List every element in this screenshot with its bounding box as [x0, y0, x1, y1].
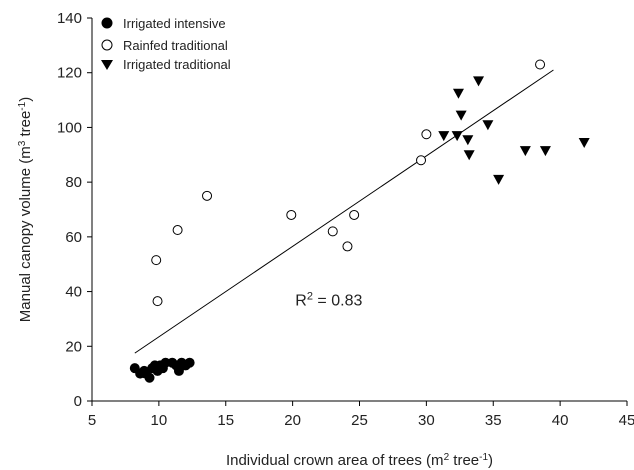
legend-item-irrigated-traditional: Irrigated traditional: [101, 57, 231, 72]
legend-label: Irrigated intensive: [123, 16, 226, 31]
x-axis-title: Individual crown area of trees (m2 tree-…: [226, 452, 493, 470]
point-rainfed-traditional: [342, 241, 353, 252]
y-tick-label: 0: [74, 393, 82, 410]
point-irrigated-intensive: [140, 368, 151, 379]
point-irrigated-traditional: [578, 137, 590, 148]
x-tick-label: 40: [552, 412, 569, 429]
y-tick-label: 80: [65, 174, 82, 191]
x-tick-label: 25: [351, 412, 368, 429]
regression-line-layer: [134, 69, 554, 354]
point-irrigated-intensive: [147, 363, 158, 374]
point-irrigated-intensive: [184, 357, 195, 368]
point-irrigated-traditional: [473, 76, 485, 87]
regression-line: [134, 69, 554, 354]
point-rainfed-traditional: [286, 209, 297, 220]
x-tick-label: 15: [217, 412, 234, 429]
x-tick-label: 10: [151, 412, 168, 429]
point-irrigated-traditional: [451, 131, 463, 142]
point-irrigated-traditional: [519, 146, 531, 157]
point-rainfed-traditional: [151, 255, 162, 266]
point-rainfed-traditional: [172, 225, 183, 236]
point-irrigated-traditional: [539, 146, 551, 157]
axes: [91, 18, 627, 402]
r-squared-annotation: R2 = 0.83: [295, 290, 362, 309]
x-tick-label: 20: [284, 412, 301, 429]
y-tick-label: 140: [57, 10, 82, 27]
point-rainfed-traditional: [202, 190, 213, 201]
legend-item-irrigated-intensive: Irrigated intensive: [101, 16, 226, 31]
legend-label: Rainfed traditional: [123, 38, 228, 53]
point-rainfed-traditional: [152, 296, 163, 307]
point-irrigated-traditional: [462, 135, 474, 146]
y-tick-label: 40: [65, 284, 82, 301]
point-irrigated-traditional: [438, 131, 450, 142]
legend-marker-triangle-down: [101, 60, 113, 70]
legend-marker-filled-circle: [101, 17, 113, 29]
y-tick-label: 60: [65, 229, 82, 246]
x-tick-label: 30: [418, 412, 435, 429]
point-rainfed-traditional: [416, 155, 427, 166]
point-irrigated-traditional: [452, 88, 464, 99]
y-axis-title: Manual canopy volume (m3 tree-1): [17, 97, 35, 322]
legend: Irrigated intensive Rainfed traditional …: [101, 16, 231, 72]
x-tick-label: 5: [88, 412, 96, 429]
point-irrigated-traditional: [455, 110, 467, 121]
point-irrigated-traditional: [463, 150, 475, 161]
y-tick-label: 120: [57, 65, 82, 82]
y-tick-label: 100: [57, 119, 82, 136]
point-rainfed-traditional: [421, 129, 432, 140]
data-points: [129, 59, 590, 383]
x-axis-ticks: 5 10 15 20 25 30 35 40 45: [88, 401, 634, 429]
point-irrigated-traditional: [493, 174, 505, 185]
x-tick-label: 35: [485, 412, 502, 429]
point-rainfed-traditional: [535, 59, 546, 70]
x-tick-label: 45: [619, 412, 634, 429]
point-rainfed-traditional: [349, 209, 360, 220]
legend-item-rainfed-traditional: Rainfed traditional: [101, 38, 228, 53]
legend-marker-open-circle: [101, 39, 113, 51]
point-rainfed-traditional: [327, 226, 338, 237]
y-axis-ticks: 0 20 40 60 80 100 120 140: [57, 10, 92, 410]
legend-label: Irrigated traditional: [123, 57, 231, 72]
y-tick-label: 20: [65, 338, 82, 355]
point-irrigated-traditional: [482, 120, 494, 131]
